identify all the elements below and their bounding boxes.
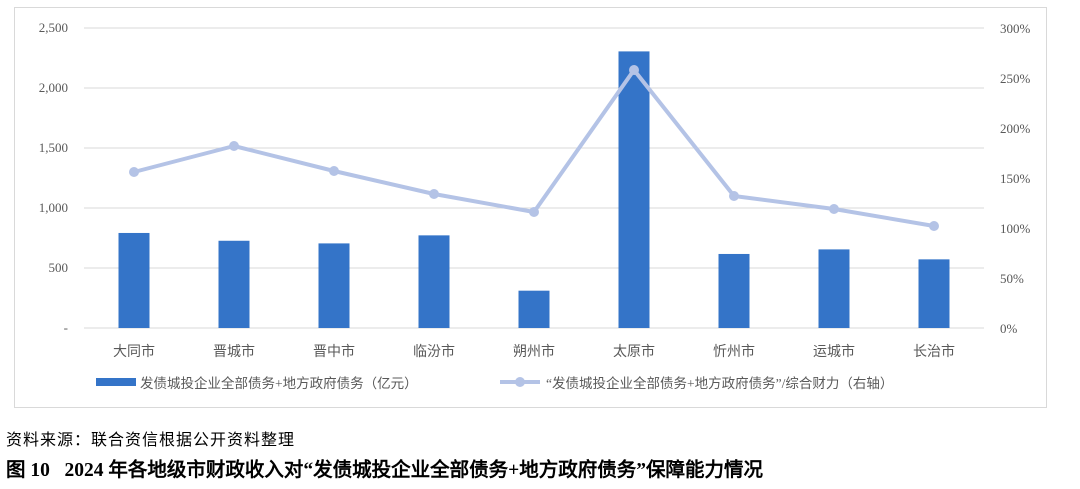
right-tick-label: 150%: [1000, 171, 1031, 186]
legend-line-marker: [515, 377, 525, 387]
right-tick-label: 50%: [1000, 271, 1024, 286]
right-tick-label: 200%: [1000, 121, 1031, 136]
left-tick-label: 2,000: [39, 80, 68, 95]
category-label: 忻州市: [713, 343, 755, 360]
category-label: 长治市: [913, 343, 955, 360]
category-label: 临汾市: [413, 343, 455, 360]
category-label: 大同市: [113, 343, 155, 360]
figure-caption: 图 10 2024 年各地级市财政收入对“发债城投企业全部债务+地方政府债务”保…: [6, 460, 763, 481]
category-label: 太原市: [613, 343, 655, 360]
category-label: 晋中市: [313, 343, 355, 360]
bar: [918, 259, 950, 328]
category-label: 晋城市: [213, 343, 255, 360]
legend-bar-swatch: [96, 378, 136, 386]
chart-frame: [14, 7, 1047, 408]
right-tick-label: 250%: [1000, 71, 1031, 86]
bar: [618, 51, 650, 329]
line-point: [729, 191, 739, 201]
line-point: [529, 207, 539, 217]
left-tick-label: 500: [49, 260, 69, 275]
source-note: 资料来源：联合资信根据公开资料整理: [6, 432, 296, 449]
combo-chart: - 500 1,000 1,500 2,000 2,500 0% 50% 100% 150% 200…: [39, 20, 1031, 391]
bar: [218, 240, 250, 328]
line-point: [929, 221, 939, 231]
right-tick-label: 0%: [1000, 321, 1018, 336]
line-point: [129, 167, 139, 177]
legend-bar-label: 发债城投企业全部债务+地方政府债务（亿元）: [140, 375, 418, 391]
bar: [518, 290, 550, 328]
legend-line-label: “发债城投企业全部债务+地方政府债务”/综合财力（右轴）: [546, 375, 893, 391]
line-point: [229, 141, 239, 151]
right-tick-label: 300%: [1000, 21, 1031, 36]
line-point: [429, 189, 439, 199]
bar: [418, 235, 450, 328]
line-point: [829, 204, 839, 214]
bar: [318, 243, 350, 328]
bar: [818, 249, 850, 328]
left-tick-label: 1,000: [39, 200, 68, 215]
category-label: 运城市: [813, 343, 855, 360]
bar: [718, 253, 750, 328]
left-tick-label: 1,500: [39, 140, 68, 155]
line-point: [629, 65, 639, 75]
line-point: [329, 166, 339, 176]
bar: [118, 232, 150, 328]
right-tick-label: 100%: [1000, 221, 1031, 236]
left-tick-label: -: [64, 320, 68, 335]
category-label: 朔州市: [513, 343, 555, 360]
left-tick-label: 2,500: [39, 20, 68, 35]
